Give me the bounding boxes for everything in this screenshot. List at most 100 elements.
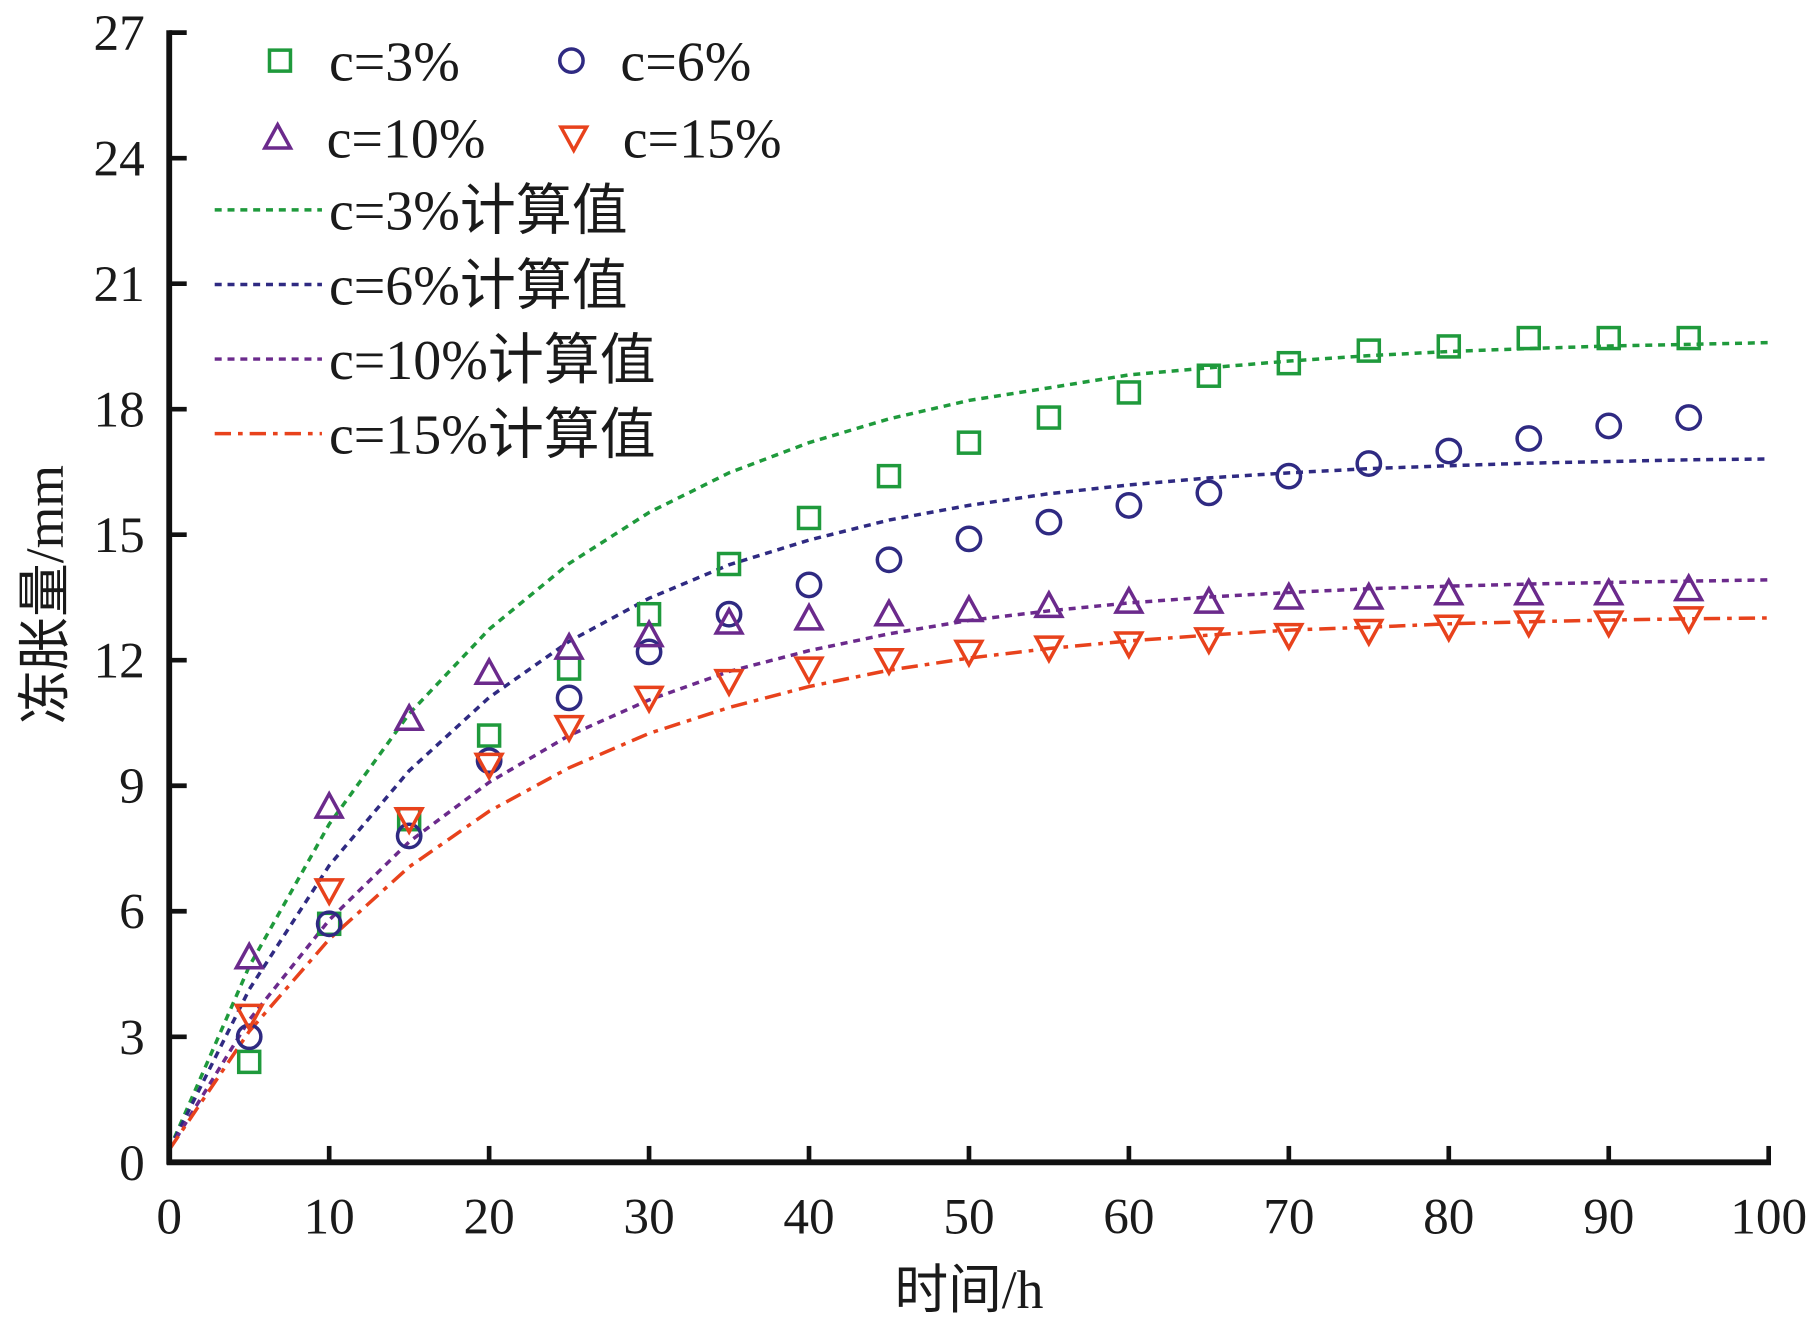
triangle-down-marker [1273,622,1305,652]
triangle-down-marker [1512,610,1545,640]
triangle-down-marker [1033,635,1065,665]
square-marker [956,430,982,455]
triangle-down-marker [393,806,425,836]
x-tick-label: 30 [623,1188,674,1245]
legend-label: c=10%计算值 [329,330,656,392]
square-marker [476,723,502,748]
triangle-up-marker [793,601,825,631]
triangle-up-marker [1592,576,1625,606]
square-marker [1436,334,1462,359]
triangle-down-marker [953,639,985,669]
y-axis-title: 冻胀量/mm [15,465,75,724]
legend-label: c=10% [327,108,486,170]
triangle-up-marker [1273,581,1305,610]
circle-marker [1595,412,1623,440]
triangle-down-marker [873,647,905,677]
ticks: 0 10 20 30 40 50 60 70 80 90 100 0 3 6 9 12 15 18 21 24 27 [93,5,1807,1245]
x-tick-label: 100 [1730,1188,1807,1245]
legend-label: c=6% [620,31,751,93]
circle-marker [955,525,983,553]
legend-label: c=3%计算值 [329,181,628,243]
circle-marker [1195,479,1223,507]
triangle-down-marker [1433,614,1465,644]
triangle-down-marker [233,1003,265,1033]
x-tick-label: 20 [463,1188,514,1245]
triangle-down-marker [1592,610,1625,640]
triangle-down-marker [557,125,590,155]
triangle-down-marker [1353,618,1385,648]
triangle-down-marker [713,668,745,698]
circle-marker [315,910,343,938]
x-tick-label: 10 [304,1188,355,1245]
triangle-up-marker [713,606,745,635]
triangle-down-marker [793,656,825,686]
circle-marker [1355,450,1383,477]
legend-label: c=3% [329,31,460,93]
y-tick-label: 0 [119,1135,145,1192]
triangle-up-marker [1512,576,1545,606]
y-tick-label: 6 [119,884,145,941]
circle-marker [795,571,823,599]
circle-marker [1115,492,1143,519]
legend-label: c=15% [623,108,782,170]
y-tick-label: 12 [93,633,144,690]
y-tick-label: 21 [93,256,144,313]
square-marker [1356,338,1382,363]
circle-marker [1675,404,1703,431]
circle-marker [875,546,903,574]
triangle-up-marker [953,593,985,623]
fitted-curve-line [167,340,1769,1151]
square-marker [796,505,822,531]
triangle-down-marker [313,878,345,907]
x-tick-label: 0 [156,1188,182,1245]
triangle-up-marker [553,631,585,660]
x-tick-label: 80 [1423,1188,1474,1245]
y-tick-label: 9 [119,758,145,815]
circle-marker [715,600,743,628]
y-tick-label: 15 [93,507,144,564]
triangle-down-marker [1113,631,1145,660]
square-marker [236,1049,262,1075]
circle-marker [635,638,663,666]
square-marker [1516,325,1542,351]
triangle-down-marker [553,714,585,744]
square-marker [267,48,293,73]
square-marker [1276,350,1302,376]
legend: c=3% c=6% c=10% c=15% c=3%计算值 c=6%计算值 c=10%计算值… [214,31,782,466]
circle-marker [558,47,585,75]
square-marker [1116,380,1142,405]
y-tick-label: 18 [93,382,144,439]
x-tick-label: 60 [1103,1188,1154,1245]
square-marker [556,656,582,681]
triangle-up-marker [313,790,345,819]
legend-label: c=15%计算值 [329,404,656,466]
triangle-down-marker [1193,627,1225,656]
circle-marker [475,747,503,775]
triangle-up-marker [1193,585,1225,614]
triangle-up-marker [1433,576,1465,606]
fitted-curve-line [167,457,1769,1151]
square-marker [716,551,742,577]
x-tick-label: 90 [1583,1188,1634,1245]
square-marker [876,463,902,489]
circle-marker [395,822,423,850]
x-tick-label: 40 [783,1188,834,1245]
y-tick-label: 27 [93,5,144,62]
triangle-down-marker [1672,606,1705,635]
fitted-curve-line [167,616,1769,1151]
x-tick-label: 70 [1263,1188,1314,1245]
triangle-up-marker [1113,585,1145,614]
y-tick-label: 3 [119,1009,145,1066]
y-tick-label: 24 [93,131,144,188]
circle-marker [1035,508,1063,536]
square-marker [1036,405,1062,430]
circle-marker [555,684,583,712]
legend-label: c=6%计算值 [329,255,628,317]
triangle-up-marker [1672,572,1705,602]
square-marker [1676,325,1701,351]
triangle-up-marker [261,121,294,150]
circle-marker [1275,462,1303,490]
triangle-up-marker [873,597,905,627]
triangle-up-marker [393,702,425,732]
